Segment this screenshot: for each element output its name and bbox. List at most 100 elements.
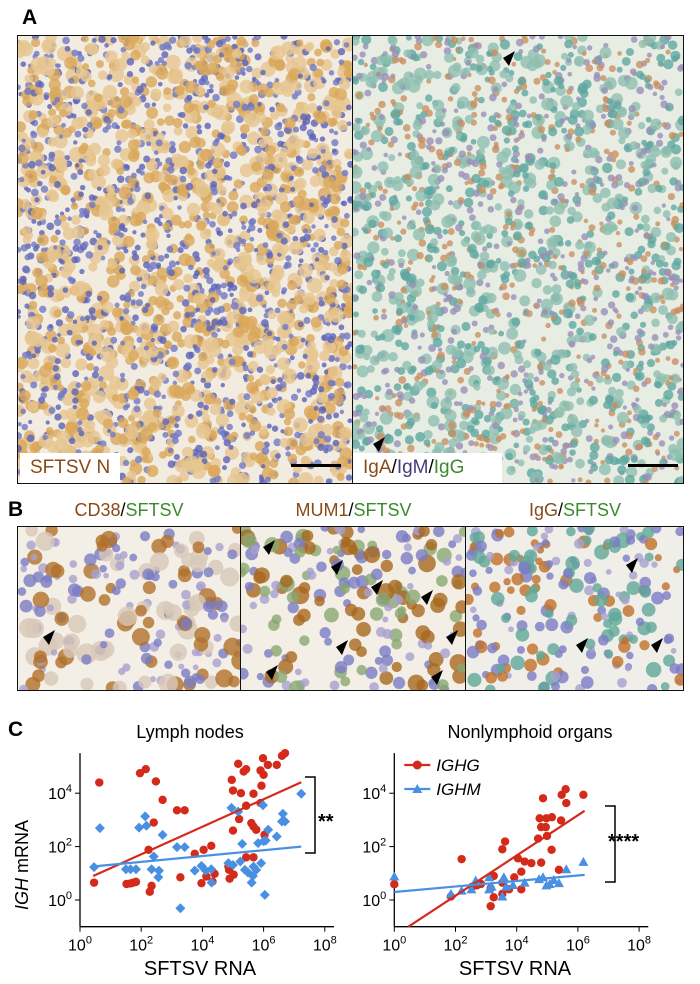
cell: [585, 479, 592, 483]
cell: [323, 448, 329, 454]
cell: [457, 299, 463, 305]
cell: [213, 54, 223, 64]
cell: [518, 163, 529, 174]
cell: [440, 306, 449, 314]
cell: [550, 168, 556, 174]
cell: [437, 152, 445, 161]
cell: [290, 214, 302, 225]
cell: [553, 407, 565, 418]
cell: [164, 173, 173, 183]
cell: [163, 87, 171, 95]
cell: [54, 156, 68, 171]
cell: [281, 343, 288, 350]
cell: [353, 149, 359, 156]
cell: [513, 269, 527, 282]
cell: [576, 96, 581, 101]
cell: [160, 534, 174, 549]
cell: [266, 251, 274, 259]
cell: [130, 264, 141, 276]
cell: [476, 65, 483, 72]
cell: [284, 261, 292, 269]
cell: [132, 230, 137, 235]
cell: [47, 284, 55, 293]
cell: [331, 206, 340, 215]
cell: [358, 285, 368, 295]
cell: [655, 139, 664, 147]
cell: [588, 395, 598, 405]
cell: [87, 169, 97, 179]
cell: [499, 261, 510, 272]
cell: [167, 460, 176, 469]
cell: [458, 401, 463, 407]
cell: [22, 351, 29, 359]
cell: [582, 148, 593, 159]
cell: [76, 116, 88, 128]
cell: [500, 406, 513, 420]
cell: [269, 459, 279, 469]
cell: [164, 115, 175, 126]
cell: [579, 182, 585, 189]
cell: [623, 182, 631, 189]
cell: [270, 45, 286, 61]
cell: [356, 621, 371, 637]
cell: [396, 391, 404, 399]
cell: [88, 307, 96, 315]
cell: [115, 377, 129, 391]
cell: [591, 269, 598, 276]
cell: [32, 141, 44, 154]
cell: [678, 246, 683, 252]
cell: [636, 443, 644, 451]
cell: [111, 394, 120, 402]
cell: [396, 412, 405, 420]
cell: [616, 411, 629, 424]
cell: [542, 436, 548, 443]
cell: [585, 435, 593, 443]
cell: [534, 477, 540, 483]
cell: [488, 115, 497, 123]
cell: [402, 124, 411, 132]
cell: [336, 279, 347, 290]
cell: [98, 380, 107, 390]
cell: [104, 43, 109, 48]
cell: [71, 388, 79, 396]
cell: [560, 95, 574, 108]
cell: [139, 427, 153, 441]
cell: [518, 249, 526, 257]
cell: [663, 389, 674, 400]
cell: [84, 214, 90, 219]
cell: [353, 439, 361, 449]
cell: [227, 287, 232, 292]
cell: [405, 152, 411, 159]
cell: [301, 396, 308, 403]
cell: [332, 99, 346, 112]
cell: [20, 565, 28, 573]
cell: [536, 43, 543, 50]
separator: /: [391, 457, 397, 478]
cell: [292, 235, 299, 242]
cell: [559, 372, 565, 379]
cell: [525, 221, 534, 230]
cell: [33, 650, 47, 664]
cell: [319, 392, 329, 402]
cell: [83, 126, 89, 133]
cell: [635, 60, 644, 69]
cell: [22, 226, 32, 236]
cell: [361, 36, 372, 45]
cell: [571, 478, 576, 483]
cell: [643, 36, 657, 45]
cell: [405, 652, 415, 662]
cell: [247, 47, 253, 53]
cell: [464, 412, 470, 417]
cell: [581, 233, 589, 241]
label-mum1: MUM1: [295, 500, 349, 520]
cell: [511, 317, 521, 327]
cell: [363, 257, 374, 268]
cell: [88, 44, 99, 55]
cell: [639, 321, 647, 328]
cell: [457, 376, 465, 384]
cell: [426, 387, 437, 398]
cell: [251, 39, 260, 48]
cell: [537, 400, 543, 407]
cell: [465, 59, 472, 66]
cell: [644, 57, 651, 64]
